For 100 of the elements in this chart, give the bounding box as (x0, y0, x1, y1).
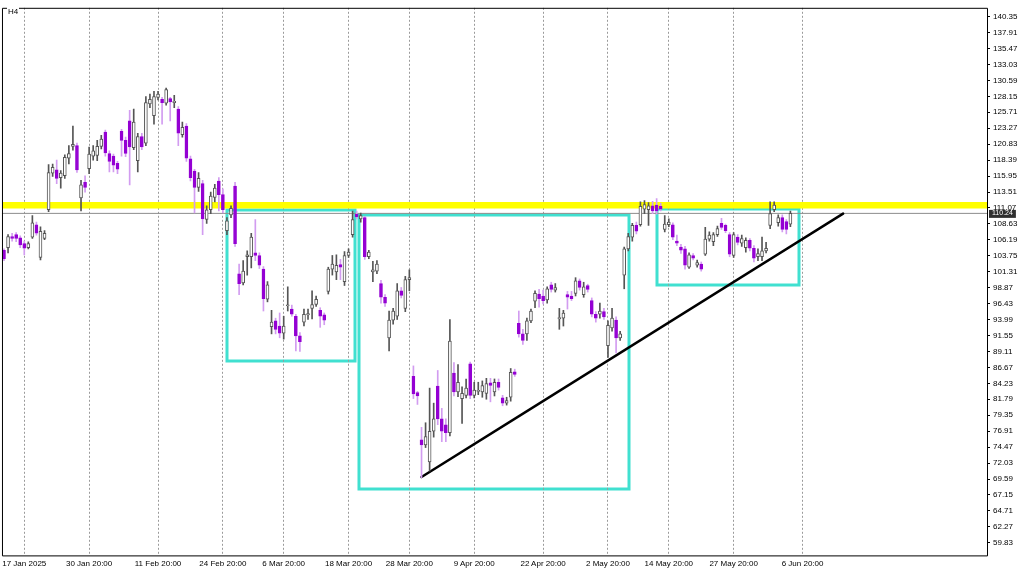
candlestick (298, 332, 302, 352)
y-tick-label: 81.79 (993, 394, 1014, 404)
candlestick (310, 290, 314, 320)
candlestick (302, 308, 306, 327)
x-tick-label: 17 Jan 2025 (2, 559, 47, 569)
candlestick (176, 106, 181, 147)
candlestick (10, 232, 14, 242)
y-tick-label: 128.15 (993, 91, 1019, 101)
y-tick-label: 106.19 (993, 235, 1019, 245)
candlestick (553, 283, 558, 293)
y-tick-label: 79.35 (993, 410, 1014, 420)
y-tick-label: 59.83 (993, 537, 1014, 547)
candlestick (549, 281, 554, 293)
candlestick (589, 297, 594, 318)
candlestick (468, 361, 472, 399)
candlestick (585, 283, 590, 293)
candlestick (67, 145, 71, 165)
y-tick-label: 74.47 (993, 442, 1014, 452)
candlestick (387, 310, 391, 352)
candlestick (557, 308, 562, 330)
candlestick (456, 364, 460, 397)
candlestick (367, 249, 371, 260)
candlestick (314, 295, 318, 307)
candlestick (148, 93, 152, 109)
y-tick-label: 113.51 (993, 187, 1018, 197)
candlestick (508, 368, 513, 402)
candlestick (565, 291, 570, 310)
candlestick (760, 236, 764, 262)
candlestick (249, 232, 254, 269)
candlestick (512, 368, 517, 377)
candlestick (79, 179, 83, 212)
candlestick (14, 232, 18, 243)
candlestick (545, 286, 550, 304)
candlestick (281, 315, 286, 340)
candlestick (225, 217, 229, 235)
candlestick (598, 302, 602, 319)
candlestick (666, 218, 671, 228)
y-tick-label: 130.59 (993, 75, 1019, 85)
y-tick-label: 64.71 (993, 506, 1014, 516)
candlestick (695, 259, 699, 268)
candlestick (326, 266, 331, 295)
x-tick-label: 24 Feb 20:00 (199, 559, 248, 569)
candlestick (75, 142, 79, 173)
x-tick-label: 2 May 20:00 (585, 559, 631, 569)
candlestick (285, 286, 290, 312)
candlestick (699, 261, 704, 272)
y-tick-label: 89.11 (993, 346, 1013, 356)
x-tick-label: 18 Mar 20:00 (324, 559, 373, 569)
candlestick (743, 237, 748, 253)
candlestick (610, 308, 614, 332)
x-tick-label: 28 Mar 20:00 (385, 559, 434, 569)
candlestick (525, 317, 529, 341)
candlestick (748, 238, 752, 252)
candlestick (407, 269, 412, 292)
candlestick (6, 234, 10, 254)
y-tick-label: 62.27 (993, 522, 1014, 532)
candlestick (289, 304, 294, 317)
candlestick (614, 316, 618, 354)
candlestick (703, 227, 708, 256)
candlestick (168, 96, 173, 122)
x-tick-label: 9 Apr 20:00 (453, 559, 496, 569)
y-tick-label: 108.63 (993, 219, 1019, 229)
candlestick (780, 214, 785, 233)
y-tick-label: 67.15 (993, 490, 1014, 500)
y-tick-label: 135.47 (993, 43, 1019, 53)
candlestick (221, 188, 225, 214)
x-tick-label: 6 Mar 20:00 (262, 559, 306, 569)
candlestick (2, 248, 6, 262)
candlestick (776, 214, 781, 227)
candlestick (537, 289, 541, 308)
candlestick (217, 177, 221, 212)
x-tick-label: 14 May 20:00 (644, 559, 694, 569)
chart-title: H4 (7, 7, 20, 16)
candlestick (480, 380, 485, 398)
y-tick-label: 118.39 (993, 155, 1018, 165)
candlestick (460, 386, 464, 424)
y-tick-label: 103.75 (993, 250, 1019, 260)
candlestick (679, 244, 683, 254)
candlestick (318, 307, 323, 328)
y-tick-label: 125.71 (993, 107, 1019, 117)
y-tick-label: 72.03 (993, 458, 1014, 468)
candlestick (26, 241, 31, 250)
candlestick (533, 290, 537, 309)
y-tick-label: 84.23 (993, 378, 1014, 388)
y-tick-label: 120.83 (993, 139, 1019, 149)
candlestick (671, 222, 675, 241)
candlestick (464, 378, 468, 399)
candlestick (618, 330, 622, 341)
y-tick-label: 86.67 (993, 362, 1014, 372)
candlestick (431, 402, 436, 438)
x-tick-label: 11 Feb 20:00 (134, 559, 182, 569)
candlestick (164, 87, 168, 106)
y-tick-label: 93.99 (993, 314, 1014, 324)
candlestick (87, 146, 91, 175)
candlestick (395, 283, 400, 320)
candlestick (322, 312, 327, 326)
candlestick (529, 308, 533, 324)
y-tick-label: 91.55 (993, 330, 1014, 340)
x-tick-label: 22 Apr 20:00 (520, 559, 567, 569)
candlestick (358, 212, 363, 223)
